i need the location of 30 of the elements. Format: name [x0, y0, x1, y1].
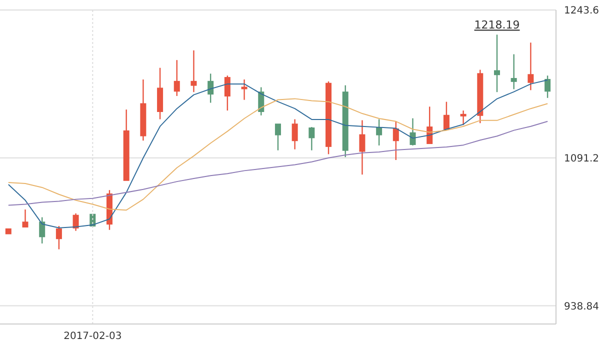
candlestick: [494, 34, 500, 93]
y-tick-label: 1091.2: [564, 153, 599, 164]
x-tick-label: 2017-02-03: [64, 331, 122, 342]
candlestick: [22, 208, 28, 228]
candlestick: [208, 73, 214, 104]
candlestick: [460, 110, 466, 126]
candlestick: [39, 216, 46, 244]
candlestick: [528, 42, 534, 91]
candlestick: [376, 118, 382, 146]
line-series: [8, 120, 548, 206]
candlestick: [241, 78, 248, 100]
candlestick: [292, 118, 298, 150]
y-tick-label: 938.84: [564, 301, 599, 312]
candlestick: [190, 50, 197, 93]
annotation: 1218.19: [474, 18, 520, 32]
candlestick: [56, 225, 62, 250]
y-tick-label: 1243.6: [564, 6, 599, 17]
candlestick: [308, 126, 315, 151]
candlestick: [174, 59, 180, 97]
candlestick: [392, 120, 399, 161]
candlestick: [274, 124, 281, 151]
candlestick: [510, 54, 517, 90]
candlestick: [224, 74, 230, 112]
candlestick: [544, 74, 551, 99]
candlestick: [443, 101, 450, 130]
candlestick: [72, 212, 79, 232]
candlestick: [410, 118, 416, 146]
candlestick: [359, 120, 366, 176]
candlestick: [258, 86, 264, 116]
candlestick: [157, 67, 164, 120]
